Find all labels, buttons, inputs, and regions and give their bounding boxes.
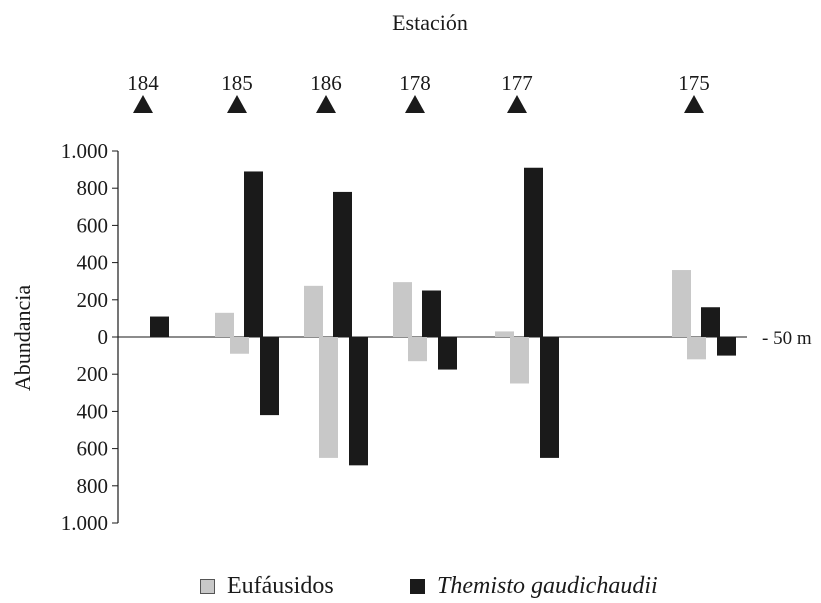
station-label: 175 (678, 71, 710, 95)
bar-eufausidos-upper (495, 331, 514, 337)
bar-themisto-upper (244, 171, 263, 337)
bar-eufausidos-lower (687, 337, 706, 360)
legend: Eufáusidos Themisto gaudichaudii (0, 573, 821, 601)
bar-themisto-upper (150, 316, 169, 337)
legend-item-eufausidos: Eufáusidos (200, 573, 334, 600)
bar-eufausidos-lower (319, 337, 338, 458)
legend-swatch-themisto (410, 579, 425, 594)
legend-item-themisto: Themisto gaudichaudii (410, 573, 658, 600)
bar-eufausidos-upper (393, 282, 412, 337)
y-tick-label: 400 (77, 251, 109, 275)
y-axis: 1.000 800 600 400 200 0 200 400 600 800 1.000 (61, 139, 747, 535)
y-tick-label: 400 (77, 399, 109, 423)
bar-eufausidos-upper (672, 270, 691, 337)
station-label: 186 (310, 71, 342, 95)
station-triangle-icon (227, 95, 247, 113)
y-tick-label: 600 (77, 437, 109, 461)
station-markers: 184 185 186 178 177 175 (127, 71, 710, 113)
y-tick-label: 600 (77, 213, 109, 237)
bar-eufausidos-upper (304, 285, 323, 337)
legend-label-themisto: Themisto gaudichaudii (437, 573, 658, 599)
y-tick-label: 0 (98, 325, 109, 349)
bar-eufausidos-lower (510, 337, 529, 384)
legend-label-eufausidos: Eufáusidos (227, 573, 334, 599)
station-triangle-icon (507, 95, 527, 113)
bar-eufausidos-lower (230, 337, 249, 354)
station-label: 185 (221, 71, 253, 95)
chart-canvas: Estación 184 185 186 178 177 175 Abundancia 1… (10, 10, 812, 535)
bar-themisto-lower (717, 337, 736, 356)
bar-themisto-upper (333, 191, 352, 337)
bar-eufausidos-lower (408, 337, 427, 362)
depth-label: - 50 m (762, 328, 812, 349)
station-label: 184 (127, 71, 159, 95)
bar-themisto-upper (422, 290, 441, 337)
station-triangle-icon (133, 95, 153, 113)
y-tick-label: 1.000 (61, 139, 108, 163)
y-tick-label: 800 (77, 176, 109, 200)
y-tick-label: 200 (77, 362, 109, 386)
bar-eufausidos-upper (215, 312, 234, 337)
station-triangle-icon (405, 95, 425, 113)
bar-themisto-lower (438, 337, 457, 370)
y-tick-label: 200 (77, 288, 109, 312)
bars (150, 167, 736, 466)
station-triangle-icon (316, 95, 336, 113)
chart-title: Estación (392, 10, 468, 35)
bar-themisto-upper (701, 307, 720, 337)
station-label: 178 (399, 71, 431, 95)
y-axis-label: Abundancia (10, 285, 35, 392)
station-triangle-icon (684, 95, 704, 113)
y-tick-label: 800 (77, 474, 109, 498)
bar-themisto-upper (524, 167, 543, 337)
legend-swatch-eufausidos (200, 579, 215, 594)
station-label: 177 (501, 71, 533, 95)
bar-themisto-lower (260, 337, 279, 416)
bar-themisto-lower (540, 337, 559, 458)
y-tick-label: 1.000 (61, 511, 108, 535)
bar-themisto-lower (349, 337, 368, 466)
